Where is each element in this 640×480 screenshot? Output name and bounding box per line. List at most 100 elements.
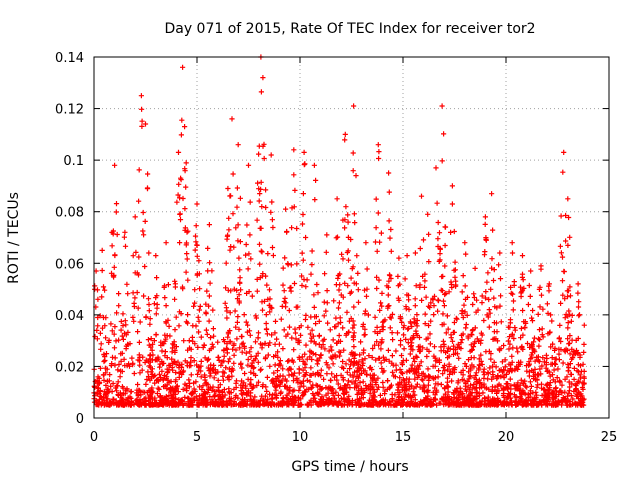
data-point	[155, 385, 161, 391]
data-point	[298, 332, 304, 338]
data-point	[489, 265, 495, 271]
data-point	[446, 371, 453, 377]
data-point	[509, 332, 515, 338]
data-point	[520, 387, 526, 393]
data-point	[108, 321, 114, 327]
data-point	[355, 299, 362, 305]
data-point	[555, 398, 561, 404]
data-point	[135, 329, 141, 335]
data-point	[431, 303, 437, 309]
data-point	[445, 389, 451, 395]
data-point	[309, 262, 315, 268]
data-point	[498, 399, 504, 405]
data-point	[142, 389, 148, 395]
data-point	[147, 377, 153, 383]
data-point	[397, 314, 403, 320]
data-point	[131, 370, 137, 377]
data-point	[351, 344, 357, 350]
data-point	[256, 186, 262, 192]
data-point	[255, 180, 261, 186]
data-point	[470, 301, 476, 308]
data-point	[345, 234, 351, 240]
data-point	[166, 323, 172, 329]
data-point	[310, 382, 316, 388]
data-point	[300, 191, 306, 197]
data-point	[344, 369, 350, 375]
data-point	[491, 267, 497, 273]
data-point	[117, 374, 123, 380]
data-point	[193, 239, 199, 245]
data-point	[174, 199, 180, 205]
data-point	[147, 356, 153, 362]
data-point	[141, 232, 147, 238]
data-point	[558, 213, 564, 219]
data-point	[335, 392, 341, 398]
data-point-peak	[351, 103, 357, 109]
data-point	[243, 252, 249, 258]
data-point	[307, 348, 313, 354]
data-point	[422, 278, 428, 284]
data-point	[474, 336, 480, 342]
data-point	[372, 389, 378, 395]
data-point	[342, 225, 348, 231]
data-point	[568, 371, 574, 377]
data-point	[326, 365, 332, 371]
data-point	[441, 362, 448, 368]
data-point	[420, 377, 426, 383]
data-point	[569, 337, 575, 343]
data-point	[266, 302, 272, 308]
data-point	[114, 310, 120, 316]
data-point	[565, 242, 571, 248]
data-point	[334, 377, 340, 383]
data-point	[471, 291, 477, 297]
data-point	[460, 367, 466, 373]
data-point	[350, 318, 356, 324]
data-point	[278, 379, 284, 385]
data-point	[469, 402, 475, 408]
y-tick-label: 0.1	[63, 154, 84, 169]
data-point	[465, 335, 471, 341]
data-point	[270, 252, 276, 259]
data-point	[560, 169, 566, 175]
data-point	[222, 300, 228, 306]
data-point-peak	[342, 131, 348, 137]
data-point	[532, 358, 538, 364]
data-point	[427, 331, 433, 337]
data-point	[178, 175, 184, 181]
data-point	[406, 386, 412, 392]
data-point	[387, 314, 393, 320]
data-point	[190, 323, 196, 329]
data-point	[395, 382, 401, 388]
data-point	[351, 304, 357, 310]
data-point	[301, 392, 307, 398]
data-point	[194, 371, 201, 377]
data-point	[197, 286, 203, 292]
data-point	[343, 332, 349, 338]
data-point	[161, 372, 168, 378]
data-point	[195, 344, 201, 350]
data-point	[459, 308, 465, 314]
data-point	[498, 319, 504, 325]
data-point	[101, 377, 107, 383]
data-point	[188, 355, 194, 361]
data-point	[333, 354, 339, 360]
data-point	[490, 374, 496, 380]
data-point-peak	[291, 147, 297, 153]
data-point	[130, 314, 136, 320]
data-point	[137, 354, 143, 360]
data-point	[510, 307, 516, 313]
data-point	[244, 392, 250, 398]
data-point	[348, 275, 354, 281]
data-point	[191, 358, 197, 364]
data-point	[560, 398, 566, 404]
data-point	[278, 390, 284, 397]
data-point	[491, 396, 497, 402]
data-point	[191, 380, 197, 386]
data-point	[476, 380, 482, 386]
data-point	[102, 354, 108, 360]
data-point	[329, 371, 335, 377]
data-point	[466, 369, 472, 375]
data-point	[313, 177, 319, 183]
data-point	[489, 388, 495, 394]
data-point	[409, 383, 415, 389]
